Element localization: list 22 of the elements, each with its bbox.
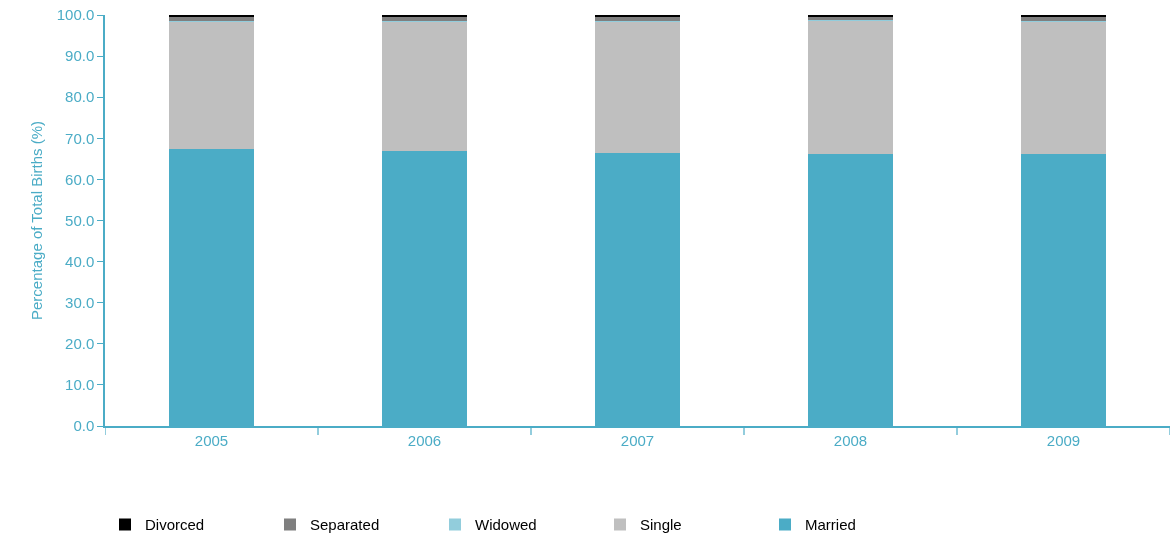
y-tick-label: 20.0 [65, 335, 95, 353]
x-tick-label: 2006 [407, 431, 442, 449]
y-tick-label: 100.0 [56, 6, 95, 24]
y-tick-label: 30.0 [65, 293, 95, 311]
legend-label: Divorced [145, 516, 205, 534]
y-tick-label: 10.0 [65, 376, 95, 394]
y-tick-label: 80.0 [65, 88, 95, 106]
x-tick-label: 2007 [620, 431, 655, 449]
x-tick-label: 2005 [194, 431, 229, 449]
legend-label: Separated [310, 516, 380, 534]
legend-label: Single [640, 516, 682, 534]
y-tick-label: 0.0 [73, 417, 95, 435]
legend-label: Married [805, 516, 856, 534]
y-tick-label: 60.0 [65, 170, 95, 188]
legend-label: Widowed [475, 516, 537, 534]
y-tick-label: 50.0 [65, 211, 95, 229]
y-tick-label: 70.0 [65, 129, 95, 147]
y-axis-title: Percentage of Total Births (%) [28, 121, 46, 320]
y-tick-label: 40.0 [65, 252, 95, 270]
y-tick-label: 90.0 [65, 47, 95, 65]
x-tick-label: 2008 [833, 431, 868, 449]
x-tick-label: 2009 [1046, 431, 1081, 449]
